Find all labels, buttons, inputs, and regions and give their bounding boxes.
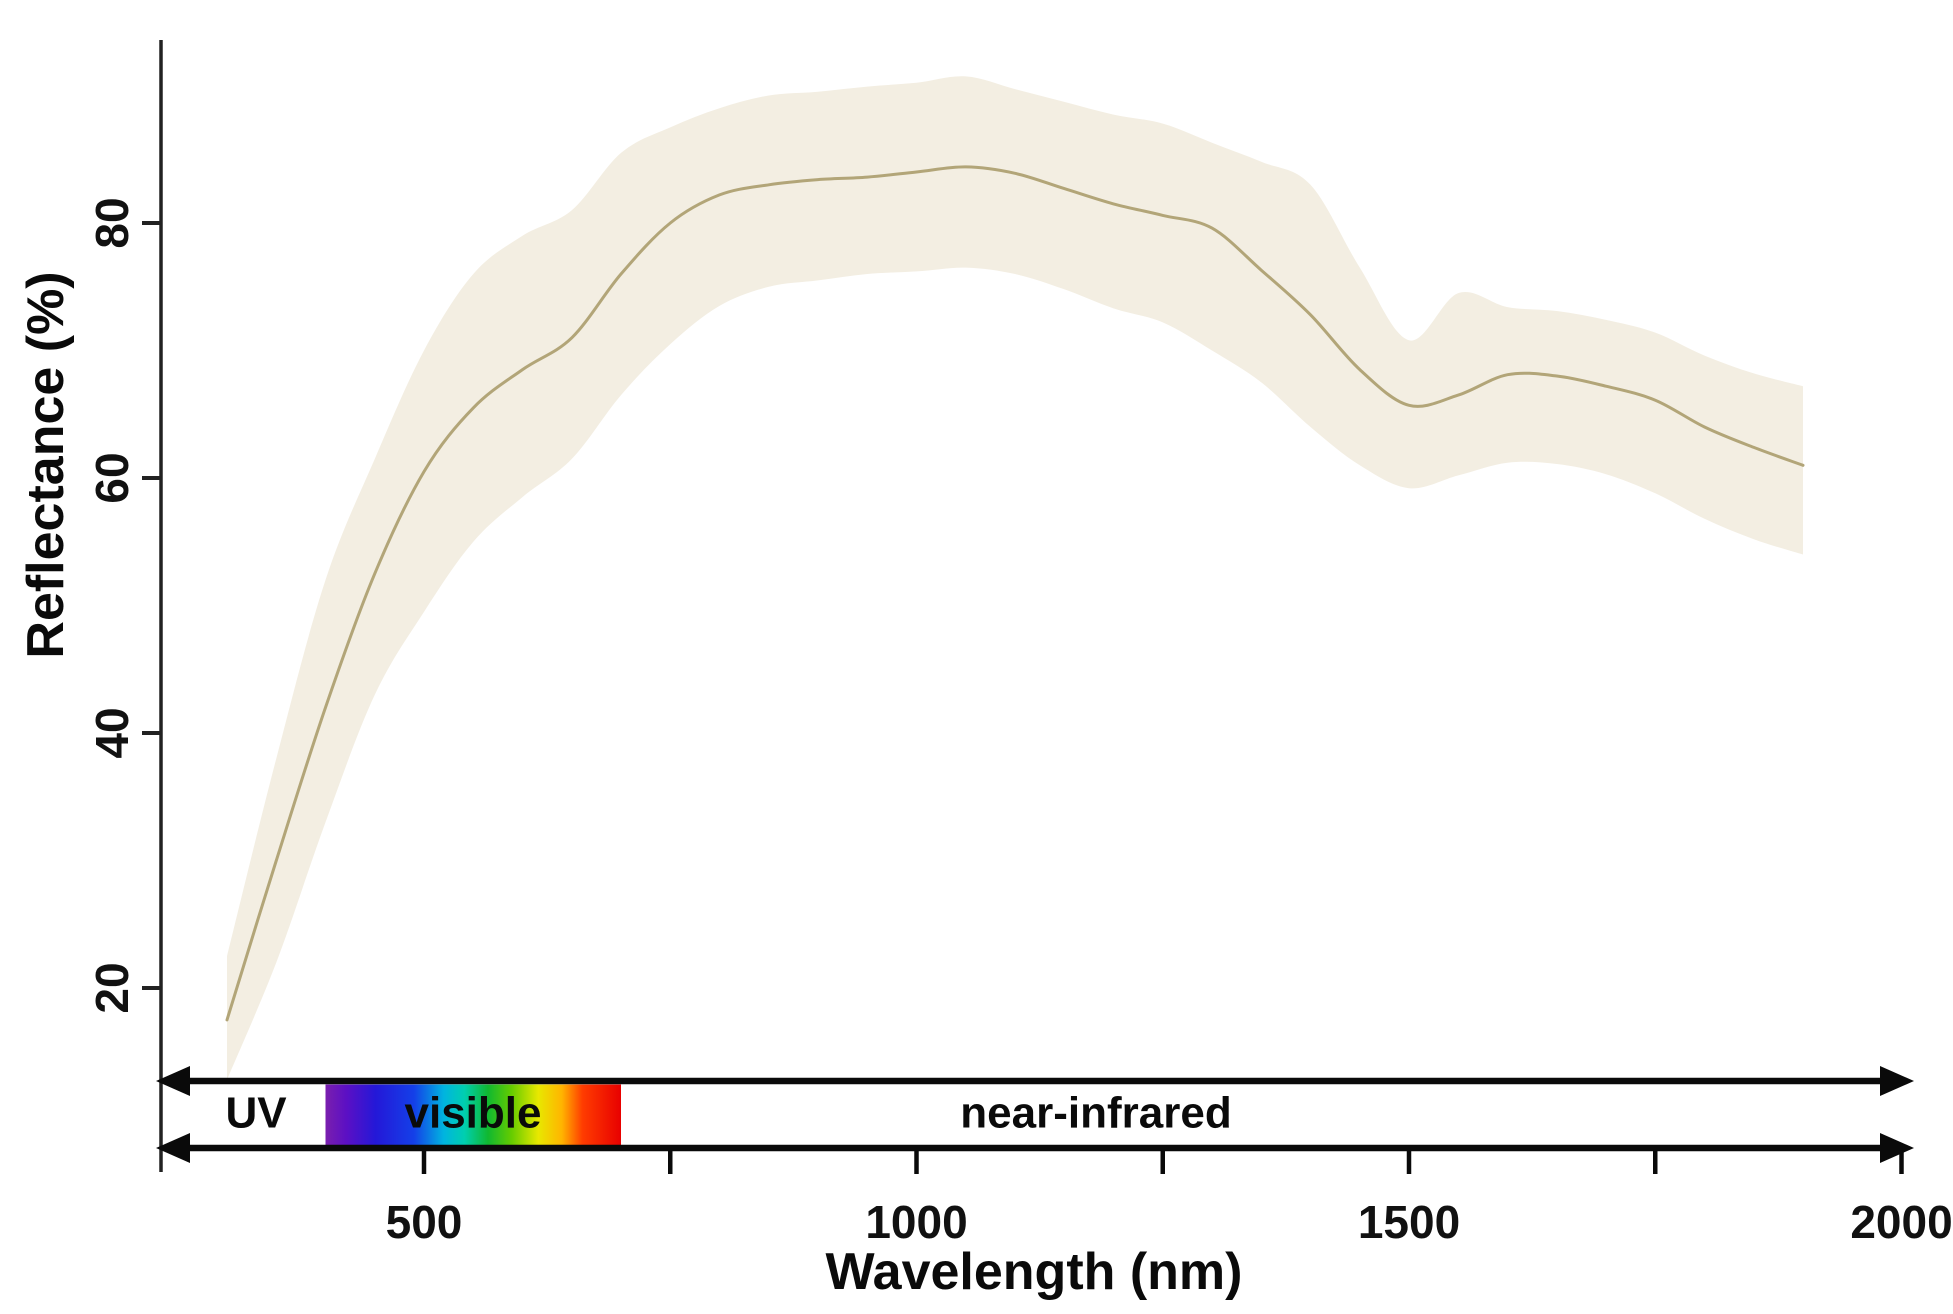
y-axis: 20 40 60 80 Reflectance (%) bbox=[17, 40, 163, 1172]
arrowhead-left-top-icon bbox=[156, 1066, 190, 1096]
near-infrared-region-label: near-infrared bbox=[960, 1089, 1231, 1138]
x-tick-label: 1000 bbox=[865, 1196, 967, 1248]
x-tick-label: 2000 bbox=[1850, 1196, 1952, 1248]
arrowhead-right-top-icon bbox=[1880, 1066, 1914, 1096]
y-tick-label: 40 bbox=[86, 707, 138, 758]
x-axis: 500 1000 1500 2000 Wavelength (nm) bbox=[386, 1148, 1953, 1301]
visible-spectrum-rainbow bbox=[325, 1084, 621, 1145]
confidence-band bbox=[227, 76, 1803, 1080]
y-tick-label: 80 bbox=[86, 197, 138, 248]
arrowhead-right-bottom-icon bbox=[1880, 1133, 1914, 1163]
uv-region-label: UV bbox=[225, 1089, 287, 1138]
x-tick-label: 1500 bbox=[1358, 1196, 1460, 1248]
arrowhead-left-bottom-icon bbox=[156, 1133, 190, 1163]
mean-reflectance-line bbox=[225, 165, 1805, 1022]
y-tick-label: 20 bbox=[86, 962, 138, 1013]
x-tick-label: 500 bbox=[386, 1196, 463, 1248]
y-axis-title: Reflectance (%) bbox=[17, 271, 75, 658]
visible-region-label: visible bbox=[405, 1089, 542, 1138]
spectral-region-bar: UV visible near-infrared bbox=[156, 1066, 1914, 1163]
y-tick-label: 60 bbox=[86, 452, 138, 503]
x-axis-title: Wavelength (nm) bbox=[826, 1243, 1243, 1301]
